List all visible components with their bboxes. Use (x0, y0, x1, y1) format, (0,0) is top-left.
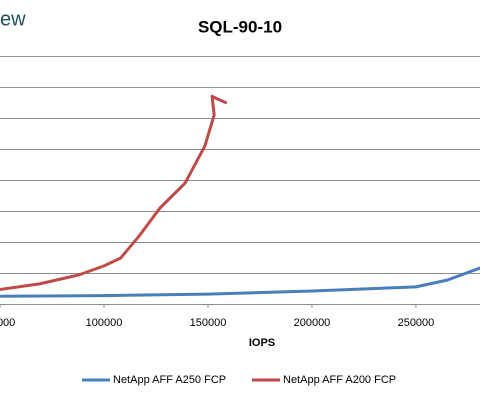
legend-label: NetApp AFF A200 FCP (283, 374, 396, 386)
x-tick-label: 50000 (0, 317, 15, 329)
series-line (0, 266, 480, 298)
series-line (0, 94, 228, 292)
logo: ew (0, 8, 26, 30)
x-tick-label: 150000 (190, 317, 227, 329)
x-tick-label: 100000 (86, 317, 123, 329)
chart-title: SQL-90-10 (198, 17, 282, 36)
x-tick-label: 200000 (294, 317, 331, 329)
x-axis-title: IOPS (249, 337, 275, 349)
legend-label: NetApp AFF A250 FCP (113, 374, 226, 386)
x-tick-label: 250000 (398, 317, 435, 329)
